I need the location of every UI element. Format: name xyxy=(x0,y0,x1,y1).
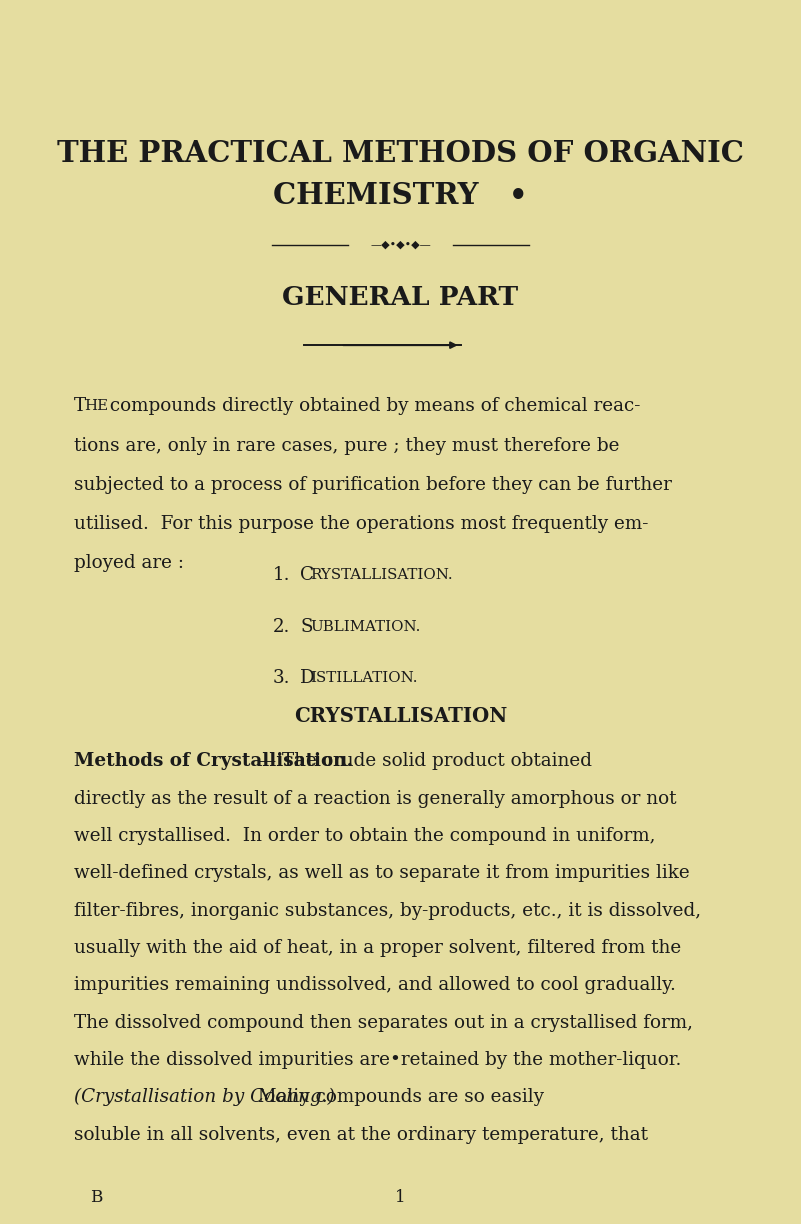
Text: THE PRACTICAL METHODS OF ORGANIC: THE PRACTICAL METHODS OF ORGANIC xyxy=(57,138,744,168)
Text: Many compounds are so easily: Many compounds are so easily xyxy=(246,1088,544,1106)
Text: S: S xyxy=(300,618,313,635)
Text: — The crude solid product obtained: — The crude solid product obtained xyxy=(252,753,591,770)
Text: subjected to a process of purification before they can be further: subjected to a process of purification b… xyxy=(74,476,671,493)
Text: HE: HE xyxy=(84,399,108,414)
Text: ployed are :: ployed are : xyxy=(74,554,183,572)
Text: RYSTALLISATION.: RYSTALLISATION. xyxy=(310,568,453,583)
Text: —◆•◆•◆—: —◆•◆•◆— xyxy=(370,240,431,250)
Text: T: T xyxy=(74,398,86,415)
Text: soluble in all solvents, even at the ordinary temperature, that: soluble in all solvents, even at the ord… xyxy=(74,1126,648,1143)
Text: (Crystallisation by Cooling.): (Crystallisation by Cooling.) xyxy=(74,1088,335,1106)
Text: Methods of Crystallisation.: Methods of Crystallisation. xyxy=(74,753,352,770)
Text: B: B xyxy=(90,1189,103,1206)
Text: directly as the result of a reaction is generally amorphous or not: directly as the result of a reaction is … xyxy=(74,789,676,808)
Text: 1: 1 xyxy=(395,1189,406,1206)
Text: D: D xyxy=(300,670,315,687)
Text: impurities remaining undissolved, and allowed to cool gradually.: impurities remaining undissolved, and al… xyxy=(74,977,675,994)
Text: well-defined crystals, as well as to separate it from impurities like: well-defined crystals, as well as to sep… xyxy=(74,864,690,883)
Text: tions are, only in rare cases, pure ; they must therefore be: tions are, only in rare cases, pure ; th… xyxy=(74,437,619,454)
Text: The dissolved compound then separates out in a crystallised form,: The dissolved compound then separates ou… xyxy=(74,1013,693,1032)
Text: C: C xyxy=(300,567,314,584)
Text: utilised.  For this purpose the operations most frequently em-: utilised. For this purpose the operation… xyxy=(74,515,648,532)
Text: CHEMISTRY   •: CHEMISTRY • xyxy=(273,181,528,211)
Text: CRYSTALLISATION: CRYSTALLISATION xyxy=(294,706,507,726)
Text: 1.: 1. xyxy=(272,567,290,584)
Text: while the dissolved impurities are•retained by the mother-liquor.: while the dissolved impurities are•retai… xyxy=(74,1051,681,1069)
Text: filter-fibres, inorganic substances, by-products, etc., it is dissolved,: filter-fibres, inorganic substances, by-… xyxy=(74,902,701,919)
Text: compounds directly obtained by means of chemical reac-: compounds directly obtained by means of … xyxy=(104,398,641,415)
Text: well crystallised.  In order to obtain the compound in uniform,: well crystallised. In order to obtain th… xyxy=(74,827,655,845)
Text: ISTILLATION.: ISTILLATION. xyxy=(310,671,417,685)
Text: usually with the aid of heat, in a proper solvent, filtered from the: usually with the aid of heat, in a prope… xyxy=(74,939,681,957)
Text: 3.: 3. xyxy=(272,670,290,687)
Text: 2.: 2. xyxy=(272,618,290,635)
Text: UBLIMATION.: UBLIMATION. xyxy=(310,619,421,634)
Text: GENERAL PART: GENERAL PART xyxy=(283,285,518,310)
